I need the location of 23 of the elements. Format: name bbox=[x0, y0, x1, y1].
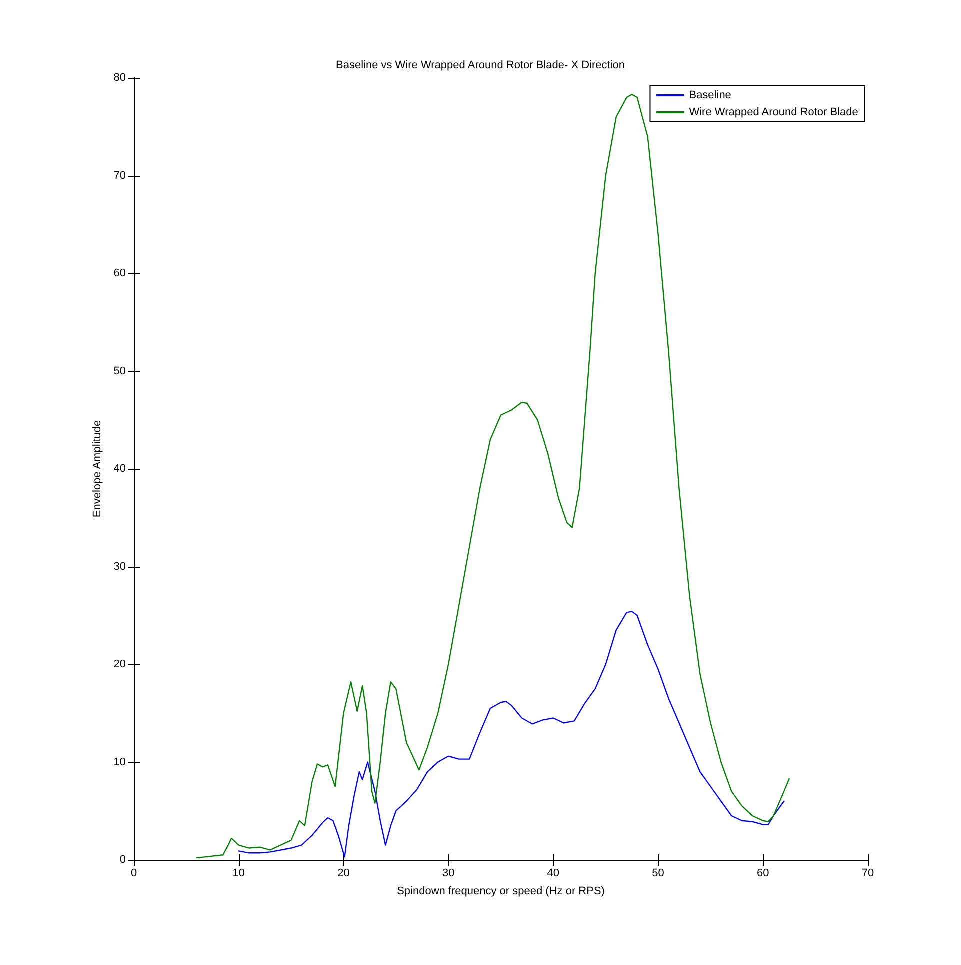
y-tick-label: 20 bbox=[114, 658, 126, 670]
x-tick-label: 40 bbox=[547, 868, 560, 880]
line-series bbox=[238, 611, 785, 858]
y-tick-label: 70 bbox=[114, 170, 126, 182]
x-tick-label: 10 bbox=[232, 868, 245, 880]
y-tick-label: 60 bbox=[114, 268, 126, 280]
legend-label: Baseline bbox=[689, 90, 732, 102]
x-axis-title: Spindown frequency or speed (Hz or RPS) bbox=[397, 886, 605, 898]
x-tick-label: 50 bbox=[652, 868, 664, 880]
y-tick-label: 50 bbox=[114, 365, 126, 378]
y-tick-label: 30 bbox=[114, 560, 126, 573]
legend-label: Wire Wrapped Around Rotor Blade bbox=[689, 106, 858, 118]
y-tick-label: 40 bbox=[114, 463, 126, 475]
x-tick-label: 70 bbox=[862, 868, 874, 880]
x-tick-label: 0 bbox=[130, 868, 138, 880]
x-tick-label: 20 bbox=[338, 868, 350, 880]
chart-title: Baseline vs Wire Wrapped Around Rotor Blade- X Direction bbox=[336, 60, 625, 72]
y-tick-label: 0 bbox=[120, 854, 126, 866]
y-tick-label: 10 bbox=[114, 756, 126, 768]
x-tick-label: 60 bbox=[757, 868, 770, 880]
y-axis-title: Envelope Amplitude bbox=[91, 420, 104, 518]
x-tick-label: 30 bbox=[442, 868, 455, 880]
y-tick-label: 80 bbox=[114, 72, 126, 84]
